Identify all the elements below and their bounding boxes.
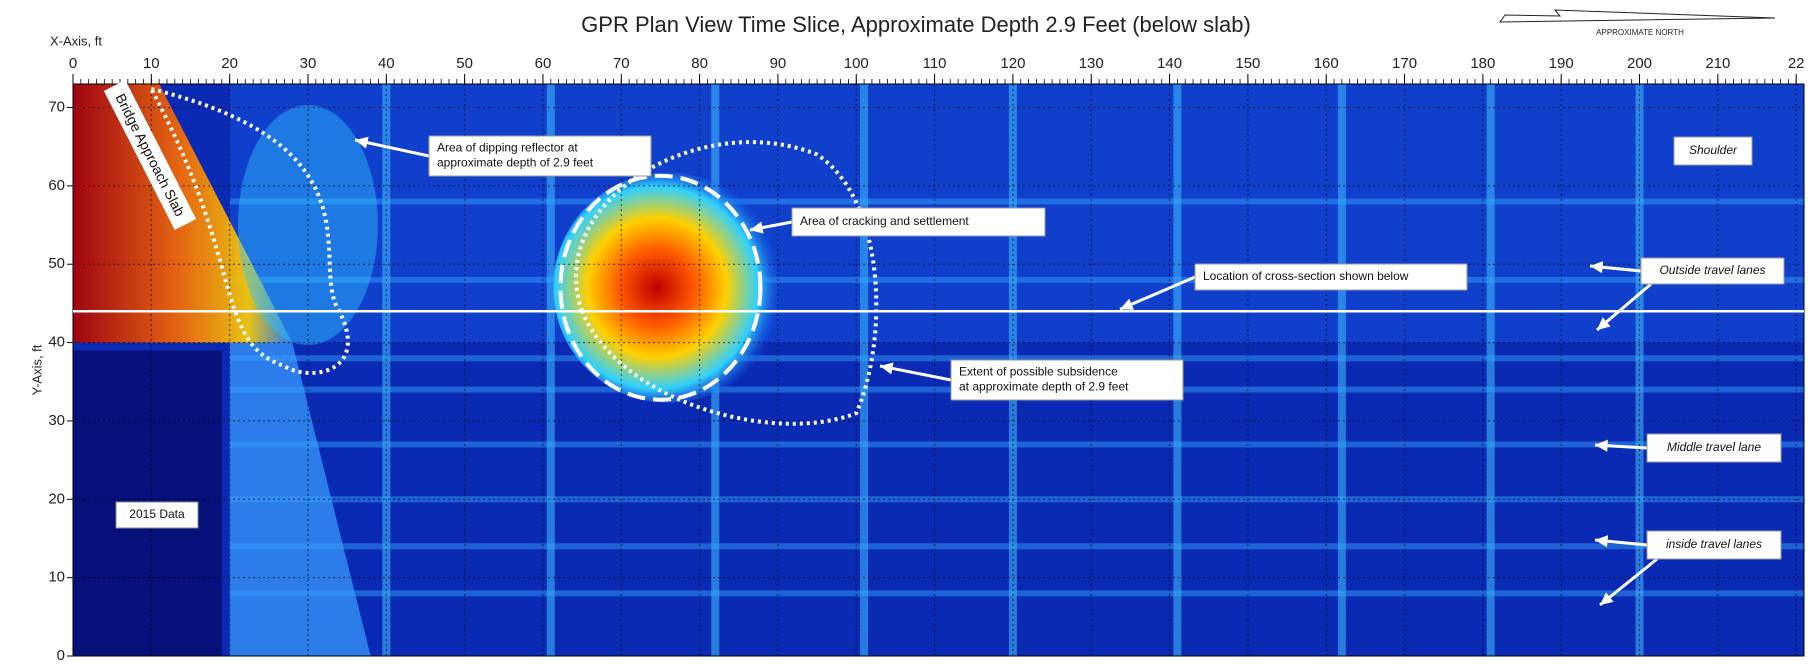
annotation-text: Area of dipping reflector at — [437, 141, 578, 155]
x-tick-label: 30 — [300, 55, 317, 72]
x-tick-label: 60 — [535, 55, 552, 72]
annotation-text: Outside travel lanes — [1659, 263, 1765, 277]
x-tick-label: 170 — [1392, 55, 1417, 72]
y-tick-label: 20 — [48, 490, 65, 507]
streak — [230, 496, 1804, 502]
y-tick-label: 50 — [48, 255, 65, 272]
x-tick-label: 80 — [691, 55, 708, 72]
x-tick-label: 160 — [1314, 55, 1339, 72]
x-tick-label: 100 — [844, 55, 869, 72]
x-tick-label: 200 — [1627, 55, 1652, 72]
y-tick-label: 10 — [48, 569, 65, 586]
x-tick-label: 70 — [613, 55, 630, 72]
x-tick-label: 180 — [1470, 55, 1495, 72]
north-label: APPROXIMATE NORTH — [1596, 28, 1684, 37]
north-arrow — [1500, 10, 1775, 22]
y-tick-label: 70 — [48, 98, 65, 115]
streak — [230, 277, 1804, 283]
chart-title: GPR Plan View Time Slice, Approximate De… — [581, 12, 1251, 37]
x-tick-label: 110 — [923, 55, 947, 72]
x-tick-label: 10 — [143, 55, 160, 72]
x-tick-label: 130 — [1079, 55, 1104, 72]
plot-area — [73, 84, 1804, 656]
region-label: 2015 Data — [129, 507, 185, 521]
streak — [230, 543, 1804, 549]
annotation-text: inside travel lanes — [1666, 537, 1762, 551]
streak — [230, 441, 1804, 447]
x-tick-label: 22 — [1788, 55, 1805, 72]
annotation-text: at approximate depth of 2.9 feet — [959, 380, 1129, 394]
hot-zone — [553, 173, 783, 403]
x-axis-label: X-Axis, ft — [50, 33, 102, 48]
y-tick-label: 30 — [48, 412, 65, 429]
y-tick-label: 60 — [48, 177, 65, 194]
x-tick-label: 150 — [1235, 55, 1260, 72]
x-tick-label: 210 — [1705, 55, 1730, 72]
streak — [1338, 84, 1346, 656]
x-tick-label: 50 — [456, 55, 473, 72]
annotation-text: Location of cross-section shown below — [1203, 269, 1409, 283]
x-tick-label: 140 — [1157, 55, 1182, 72]
x-tick-label: 120 — [1000, 55, 1025, 72]
streak — [1487, 84, 1495, 656]
annotation-text: Middle travel lane — [1667, 440, 1761, 454]
annotation-text: Shoulder — [1689, 143, 1738, 157]
x-tick-label: 20 — [221, 55, 238, 72]
streak — [230, 590, 1804, 596]
chart: GPR Plan View Time Slice, Approximate De… — [0, 0, 1810, 665]
annotation-text: Area of cracking and settlement — [800, 214, 969, 228]
streak — [860, 84, 868, 656]
annotation-text: approximate depth of 2.9 feet — [437, 156, 594, 170]
y-tick-label: 0 — [57, 647, 65, 664]
x-tick-label: 40 — [378, 55, 395, 72]
x-tick-label: 90 — [770, 55, 787, 72]
y-axis-label: Y-Axis, ft — [29, 344, 44, 395]
streak — [230, 199, 1804, 205]
annotation-text: Extent of possible subsidence — [959, 365, 1118, 379]
x-tick-label: 0 — [69, 55, 77, 72]
y-tick-label: 40 — [48, 334, 65, 351]
x-tick-label: 190 — [1549, 55, 1574, 72]
